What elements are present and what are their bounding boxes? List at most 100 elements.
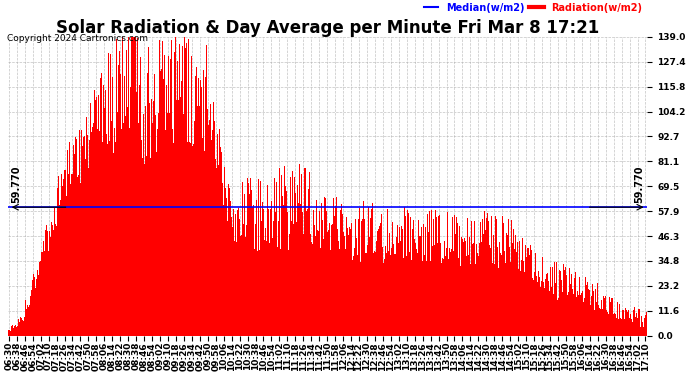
Bar — [578, 295, 580, 336]
Bar — [636, 313, 637, 336]
Bar — [316, 200, 317, 336]
Bar — [317, 231, 319, 336]
Bar — [337, 241, 339, 336]
Bar — [239, 219, 240, 336]
Bar — [455, 234, 456, 336]
Bar — [359, 208, 360, 336]
Bar — [526, 248, 528, 336]
Bar — [157, 113, 159, 336]
Bar — [405, 216, 406, 336]
Bar — [645, 315, 646, 336]
Bar — [257, 251, 258, 336]
Bar — [464, 238, 465, 336]
Bar — [448, 259, 449, 336]
Bar — [80, 183, 81, 336]
Bar — [226, 198, 227, 336]
Bar — [51, 222, 52, 336]
Bar — [249, 194, 250, 336]
Bar — [613, 314, 614, 336]
Bar — [394, 254, 395, 336]
Bar — [418, 220, 420, 336]
Bar — [68, 174, 69, 336]
Bar — [275, 212, 276, 336]
Bar — [641, 316, 642, 336]
Bar — [50, 237, 51, 336]
Bar — [121, 37, 123, 336]
Bar — [264, 240, 265, 336]
Bar — [430, 261, 431, 336]
Bar — [200, 80, 201, 336]
Bar — [576, 297, 578, 336]
Bar — [502, 216, 503, 336]
Bar — [518, 269, 519, 336]
Bar — [23, 321, 24, 336]
Bar — [170, 59, 172, 336]
Bar — [282, 196, 283, 336]
Bar — [182, 46, 184, 336]
Bar — [270, 209, 271, 336]
Bar — [510, 262, 511, 336]
Bar — [296, 222, 297, 336]
Bar — [428, 232, 429, 336]
Bar — [39, 262, 40, 336]
Bar — [482, 219, 483, 336]
Bar — [584, 298, 585, 336]
Bar — [575, 272, 576, 336]
Bar — [114, 128, 115, 336]
Bar — [569, 268, 571, 336]
Bar — [297, 185, 298, 336]
Bar — [259, 250, 260, 336]
Bar — [245, 237, 246, 336]
Bar — [562, 292, 564, 336]
Bar — [515, 252, 517, 336]
Bar — [522, 261, 524, 336]
Bar — [622, 310, 623, 336]
Bar — [48, 251, 49, 336]
Bar — [263, 209, 264, 336]
Bar — [152, 101, 154, 336]
Bar — [426, 261, 427, 336]
Bar — [119, 51, 120, 336]
Bar — [319, 248, 321, 336]
Bar — [490, 248, 491, 336]
Bar — [411, 260, 412, 336]
Bar — [366, 253, 368, 336]
Bar — [69, 142, 70, 336]
Bar — [94, 90, 95, 336]
Bar — [117, 112, 118, 336]
Bar — [629, 318, 630, 336]
Bar — [546, 273, 547, 336]
Bar — [247, 178, 248, 336]
Bar — [446, 248, 447, 336]
Bar — [425, 226, 426, 336]
Bar — [310, 242, 312, 336]
Bar — [598, 305, 599, 336]
Bar — [278, 221, 279, 336]
Bar — [242, 182, 243, 336]
Bar — [215, 159, 216, 336]
Bar — [86, 117, 87, 336]
Bar — [10, 331, 11, 336]
Bar — [225, 188, 226, 336]
Bar — [111, 121, 112, 336]
Bar — [350, 229, 351, 336]
Bar — [54, 209, 55, 336]
Bar — [447, 212, 448, 336]
Bar — [332, 224, 333, 336]
Bar — [14, 326, 15, 336]
Bar — [126, 50, 127, 336]
Bar — [314, 225, 315, 336]
Bar — [115, 142, 116, 336]
Bar — [351, 260, 353, 336]
Bar — [385, 246, 386, 336]
Bar — [633, 310, 634, 336]
Bar — [484, 211, 485, 336]
Text: Copyright 2024 Cartronics.com: Copyright 2024 Cartronics.com — [7, 34, 148, 43]
Bar — [57, 188, 58, 336]
Bar — [531, 278, 533, 336]
Bar — [102, 142, 103, 336]
Bar — [600, 309, 601, 336]
Bar — [583, 302, 584, 336]
Bar — [235, 214, 236, 336]
Bar — [193, 144, 195, 336]
